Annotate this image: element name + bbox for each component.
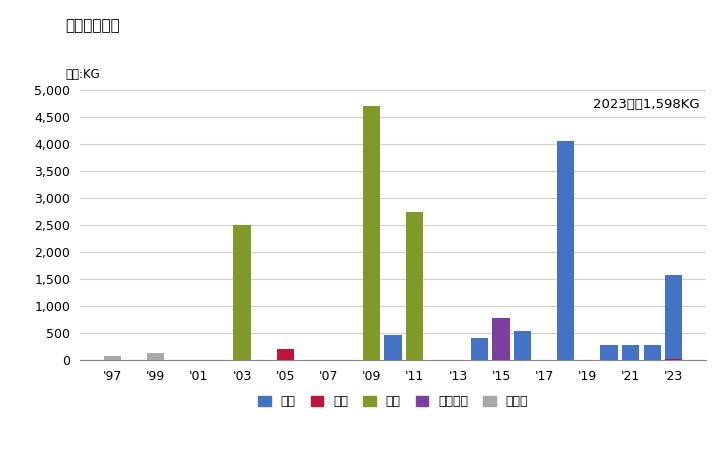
Bar	[384, 335, 402, 360]
Bar	[665, 359, 682, 360]
Bar	[471, 338, 488, 360]
Bar	[601, 345, 617, 360]
Bar	[406, 212, 424, 360]
Bar	[644, 345, 661, 360]
Legend: 香港, 台湾, 中国, ベトナム, その他: 香港, 台湾, 中国, ベトナム, その他	[253, 390, 533, 413]
Bar	[104, 356, 121, 360]
Bar	[492, 318, 510, 360]
Text: 輸出量の推移: 輸出量の推移	[66, 18, 120, 33]
Bar	[234, 347, 250, 360]
Bar	[557, 141, 574, 360]
Text: 単位:KG: 単位:KG	[66, 68, 100, 81]
Bar	[234, 225, 250, 360]
Bar	[514, 331, 531, 360]
Text: 2023年：1,598KG: 2023年：1,598KG	[593, 98, 700, 111]
Bar	[363, 106, 380, 360]
Bar	[622, 345, 639, 360]
Bar	[277, 349, 294, 360]
Bar	[147, 353, 165, 360]
Bar	[665, 274, 682, 360]
